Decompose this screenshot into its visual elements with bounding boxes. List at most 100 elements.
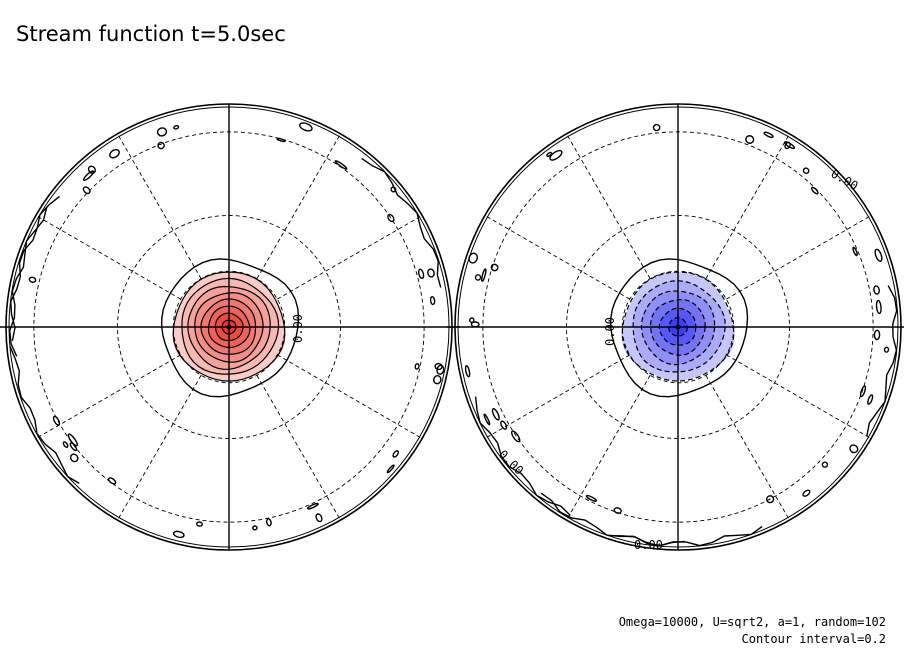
left-edge-contour-33 [414, 363, 420, 370]
right-edge-contour-22 [546, 151, 553, 158]
right-rim-contour-4 [608, 526, 763, 547]
right-edge-contour-1 [585, 494, 598, 502]
right-edge-contour-10 [652, 123, 661, 132]
left-contour-7 [214, 312, 244, 342]
left-zero-label: 0.00 [291, 314, 305, 343]
right-edge-contour-8 [468, 252, 479, 264]
right-meridian-120 [566, 375, 651, 521]
left-edge-contour-26 [252, 525, 258, 531]
right-edge-zero-label-3: 0.00 [634, 538, 663, 552]
left-edge-contour-13 [157, 141, 165, 150]
right-edge-contour-27 [481, 268, 487, 282]
contour-interval-note: Contour interval=0.2 [741, 632, 887, 646]
left-edge-contour-21 [334, 160, 348, 170]
right-edge-contour-6 [470, 321, 480, 328]
right-edge-contour-11 [821, 461, 829, 468]
left-edge-contour-17 [87, 165, 96, 174]
left-edge-contour-31 [172, 530, 185, 539]
right-edge-contour-28 [490, 263, 499, 272]
left-rim-contour-2 [361, 157, 442, 288]
right-pole-marker [675, 324, 681, 330]
right-contour-6 [668, 317, 688, 337]
left-edge-contour-19 [433, 375, 442, 385]
right-edge-contour-13 [883, 346, 890, 353]
left-edge-contour-10 [82, 170, 95, 182]
right-contour-3 [640, 290, 716, 366]
right-edge-contour-24 [783, 141, 796, 150]
right-rim-contour-3 [866, 285, 898, 437]
left-edge-contour-5 [392, 450, 399, 458]
left-edge-contour-11 [69, 453, 79, 463]
left-rim-contour-1 [9, 195, 60, 341]
left-edge-contour-23 [315, 513, 323, 523]
right-edge-contour-25 [873, 329, 881, 341]
left-contour-3 [187, 285, 271, 370]
left-meridian-30 [277, 354, 423, 439]
left-hemisphere-panel: 0.00 [0, 103, 460, 551]
right-contour-4 [650, 298, 706, 356]
left-edge-contour-22 [109, 148, 120, 159]
left-zero-contour [160, 258, 300, 398]
right-edge-contour-30 [810, 186, 819, 195]
right-edge-contour-5 [867, 394, 874, 405]
right-edge-contour-23 [464, 365, 471, 378]
right-edge-zero-label-1: 0.00 [829, 166, 861, 193]
right-edge-contour-19 [745, 135, 755, 144]
left-edge-contour-20 [28, 276, 37, 283]
right-edge-contours [464, 123, 898, 547]
left-contour-5 [200, 298, 257, 355]
left-edge-contour-1 [390, 186, 397, 193]
right-edge-contour-26 [511, 430, 521, 443]
right-edge-contour-12 [875, 299, 882, 315]
left-edge-contour-2 [387, 213, 395, 223]
left-edge-contour-34 [429, 296, 436, 306]
left-edge-contour-12 [62, 441, 69, 448]
left-edge-contour-29 [107, 477, 117, 485]
left-edge-contour-32 [266, 518, 272, 527]
left-edge-contour-16 [196, 521, 203, 527]
left-contour-2 [181, 277, 280, 375]
right-rim-contour-2 [540, 492, 685, 547]
right-zero-contour [609, 258, 749, 398]
page-title: Stream function t=5.0sec [16, 22, 286, 46]
left-edge-contour-6 [434, 362, 443, 371]
left-contours [160, 258, 300, 398]
left-edge-contour-25 [276, 137, 286, 143]
left-meridian-150 [35, 354, 181, 439]
right-contour-5 [658, 307, 697, 346]
left-edge-contours [8, 122, 445, 539]
right-edge-contour-33 [468, 317, 475, 324]
left-meridian-120 [117, 375, 202, 521]
left-edge-contour-8 [173, 125, 180, 130]
right-edge-contour-18 [549, 149, 563, 161]
right-meridian-240 [566, 133, 651, 279]
right-rim-contour-1 [474, 396, 571, 516]
right-contour-2 [632, 280, 726, 373]
left-contour-8 [221, 319, 237, 335]
left-edge-contour-3 [82, 186, 91, 195]
left-edge-contour-15 [156, 127, 168, 137]
right-meridian-210 [484, 215, 630, 300]
left-contour-6 [207, 305, 251, 349]
right-polar-grid [447, 103, 904, 551]
left-meridian-60 [256, 375, 341, 521]
left-meridian-300 [256, 133, 341, 279]
left-edge-contour-9 [67, 433, 78, 447]
left-rim-contour-4 [9, 345, 80, 485]
left-contour-4 [194, 292, 264, 363]
right-edge-contour-32 [765, 495, 775, 504]
left-edge-contour-30 [427, 268, 435, 278]
right-edge-contour-3 [474, 274, 482, 281]
right-edge-contour-16 [763, 131, 774, 139]
left-edge-contour-7 [52, 415, 61, 426]
right-hemisphere-panel: 0.00 0.00 0.00 0.00 [447, 103, 904, 552]
right-edge-contour-17 [802, 489, 811, 497]
right-edge-contour-7 [613, 507, 622, 514]
right-contour-1 [621, 271, 735, 382]
parameters-note: Omega=10000, U=sqrt2, a=1, random=102 [618, 615, 886, 629]
right-meridian-30 [726, 354, 872, 439]
left-meridian-330 [277, 215, 423, 300]
right-edge-contour-9 [483, 413, 491, 426]
right-edge-contour-34 [802, 167, 810, 174]
